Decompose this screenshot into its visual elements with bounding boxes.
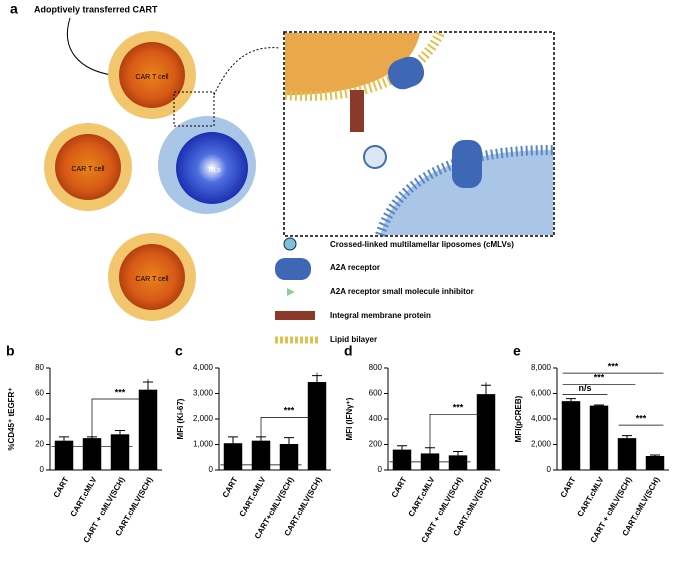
y-tick-label: 6,000 [531, 389, 552, 398]
bar [476, 394, 496, 470]
x-tick-label: CART [559, 475, 578, 499]
y-tick-label: 0 [378, 465, 383, 474]
legend-text: Integral membrane protein [330, 311, 431, 320]
error-bar [397, 445, 407, 450]
y-tick-label: 40 [35, 414, 44, 423]
error-bar [284, 437, 294, 444]
y-axis-label: MFI (Ki-67) [176, 398, 185, 439]
bar [138, 389, 158, 470]
bar [223, 443, 243, 470]
y-tick-label: 60 [35, 389, 44, 398]
error-bar [650, 454, 660, 456]
legend-text: A2A receptor [330, 263, 380, 272]
inset [283, 30, 555, 237]
bar [448, 455, 468, 470]
y-axis-label: MFI (IFNγ⁺) [345, 397, 354, 440]
bar [110, 434, 130, 470]
y-tick-label: 600 [369, 389, 383, 398]
x-tick-label: CART [390, 475, 409, 499]
diagram-title: Adoptively transferred CART [34, 4, 158, 14]
y-tick-label: 800 [369, 363, 383, 372]
bar [589, 405, 609, 470]
y-tick-label: 4,000 [193, 363, 214, 372]
bar [279, 443, 299, 470]
error-bar [594, 404, 604, 406]
x-tick-label: CART.cMLV [69, 475, 99, 518]
y-tick-label: 4,000 [531, 414, 552, 423]
error-bar [453, 451, 463, 456]
y-tick-label: 2,000 [531, 440, 552, 449]
legend-text: Crossed-linked multilamellar liposomes (… [330, 240, 514, 249]
bar [82, 438, 102, 470]
car-t-cell: CAR T cell [44, 123, 132, 211]
error-bar [228, 436, 238, 444]
x-tick-label: CART.cMLV [407, 475, 437, 518]
y-tick-label: 8,000 [531, 363, 552, 372]
panel-letter: a [10, 1, 18, 17]
y-tick-label: 3,000 [193, 389, 214, 398]
bar [392, 449, 412, 470]
panel-letter: d [344, 343, 353, 359]
y-tick-label: 80 [35, 363, 44, 372]
x-tick-label: CART.cMLV [576, 475, 606, 518]
panel-letter: e [513, 343, 521, 359]
panel-letter: c [175, 343, 183, 359]
arrow [66, 17, 113, 76]
significance-bracket [389, 382, 487, 463]
cell-label: CAR T cell [135, 276, 169, 283]
significance-label: n/s [578, 383, 591, 393]
x-tick-label: CART.cMLV [238, 475, 268, 518]
legend: Crossed-linked multilamellar liposomes (… [275, 237, 514, 344]
bar [307, 382, 327, 470]
y-axis-label: %CD45⁺ tEGFR⁺ [7, 387, 16, 450]
bar [561, 401, 581, 470]
legend-icon [275, 258, 311, 280]
panel-letter: b [6, 343, 15, 359]
cell-label: TILs [207, 167, 221, 174]
y-tick-label: 400 [369, 414, 383, 423]
til-cell: TILs [158, 116, 256, 214]
y-axis-label: MFI(pCREB) [514, 395, 523, 442]
y-tick-label: 0 [209, 465, 214, 474]
y-tick-label: 20 [35, 440, 44, 449]
error-bar [566, 398, 576, 402]
significance-label: *** [115, 387, 126, 397]
y-tick-label: 2,000 [193, 414, 214, 423]
legend-icon [275, 311, 315, 320]
significance-bracket [51, 379, 149, 447]
legend-icon [287, 288, 295, 296]
significance-label: *** [453, 403, 464, 413]
x-tick-label: CART [52, 475, 71, 499]
x-tick-label: CART [221, 475, 240, 499]
car-t-cell: CAR T cell [108, 233, 196, 321]
zoom-box [173, 91, 215, 127]
significance-label: *** [636, 413, 647, 423]
legend-text: Lipid bilayer [330, 335, 377, 344]
significance-bracket [220, 372, 318, 466]
error-bar [115, 429, 125, 435]
significance-label: *** [608, 361, 619, 371]
zoom-arrow [213, 47, 281, 96]
bar [645, 455, 665, 470]
significance-label: *** [284, 406, 295, 416]
error-bar [622, 435, 632, 439]
cell-label: CAR T cell [71, 166, 105, 173]
y-tick-label: 200 [369, 440, 383, 449]
error-bar [59, 436, 69, 441]
y-tick-label: 0 [40, 465, 45, 474]
cell-label: CAR T cell [135, 74, 169, 81]
significance-label: *** [594, 373, 605, 383]
y-tick-label: 1,000 [193, 440, 214, 449]
y-tick-label: 0 [547, 465, 552, 474]
car-t-cell: CAR T cell [108, 31, 196, 119]
bar [617, 438, 637, 470]
legend-text: A2A receptor small molecule inhibitor [330, 287, 474, 296]
bar [54, 440, 74, 470]
